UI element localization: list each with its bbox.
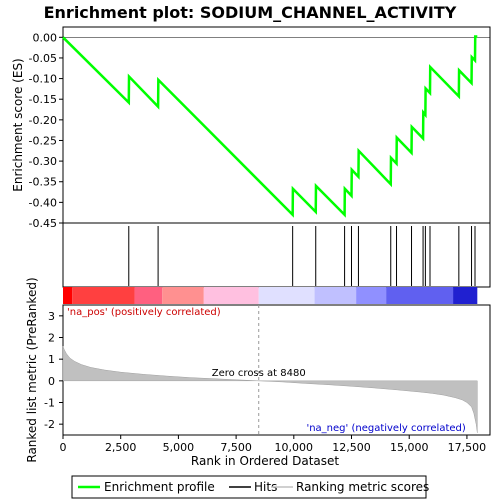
legend-label-ranking-metric: Ranking metric scores [296, 480, 429, 494]
heat-segment [356, 287, 387, 304]
heat-segment [453, 287, 478, 304]
x-tick-label: 5,000 [163, 441, 195, 454]
x-tick-label: 7,500 [220, 441, 252, 454]
es-ytick-label: -0.05 [29, 52, 57, 65]
es-ytick-label: -0.40 [29, 196, 57, 209]
metric-ytick-label: 2 [48, 332, 55, 345]
metric-ytick-label: -2 [44, 418, 55, 431]
x-axis-label: Rank in Ordered Dataset [191, 454, 339, 468]
es-ytick-label: -0.35 [29, 176, 57, 189]
hits-panel [62, 222, 491, 288]
enrichment-profile-line [62, 35, 478, 218]
es-ytick-label: -0.45 [29, 217, 57, 230]
metric-ytick-label: -1 [44, 397, 55, 410]
x-tick-label: 0 [60, 441, 67, 454]
heat-segment [72, 287, 135, 304]
negative-correlation-label: 'na_neg' (negatively correlated) [306, 423, 465, 434]
positive-correlation-label: 'na_pos' (positively correlated) [67, 307, 221, 318]
es-ytick-label: -0.30 [29, 155, 57, 168]
metric-ylabel: Ranked list metric (PreRanked) [25, 277, 39, 462]
heat-segment [386, 287, 454, 304]
metric-ytick-label: 1 [48, 353, 55, 366]
x-tick-label: 2,500 [105, 441, 137, 454]
es-ytick-label: -0.20 [29, 114, 57, 127]
x-tick-label: 12,500 [332, 441, 371, 454]
es-ylabel: Enrichment score (ES) [11, 58, 25, 191]
chart-title: Enrichment plot: SODIUM_CHANNEL_ACTIVITY [44, 3, 457, 22]
heat-segment [63, 287, 73, 304]
heat-segment [258, 287, 315, 304]
metric-ytick-label: 0 [48, 375, 55, 388]
heat-segment [203, 287, 259, 304]
heat-segment [314, 287, 357, 304]
es-ytick-label: -0.10 [29, 73, 57, 86]
metric-ytick-label: 3 [48, 310, 55, 323]
zero-cross-label: Zero cross at 8480 [212, 368, 306, 379]
x-tick-label: 17,500 [448, 441, 487, 454]
heat-segment [134, 287, 163, 304]
correlation-heat-bar [63, 287, 478, 304]
legend-label-enrichment-profile: Enrichment profile [104, 480, 215, 494]
legend-label-hits: Hits [254, 480, 277, 494]
legend: Enrichment profile Hits Ranking metric s… [71, 475, 429, 499]
es-ytick-label: 0.00 [33, 31, 58, 44]
es-ytick-label: -0.15 [29, 93, 57, 106]
x-tick-label: 15,000 [390, 441, 429, 454]
heat-segment [162, 287, 204, 304]
x-tick-label: 10,000 [275, 441, 314, 454]
ranking-metric-area [62, 346, 478, 433]
es-ytick-label: -0.25 [29, 134, 57, 147]
es-panel: 0.00 -0.05 -0.10 -0.15 -0.20 -0.25 -0.30 -0.35 -… [29, 26, 491, 230]
ranked-metric-panel: 3 2 1 0 -1 -2 0 2,500 5,000 7,500 10,000 12,500 15,… [44, 304, 491, 454]
